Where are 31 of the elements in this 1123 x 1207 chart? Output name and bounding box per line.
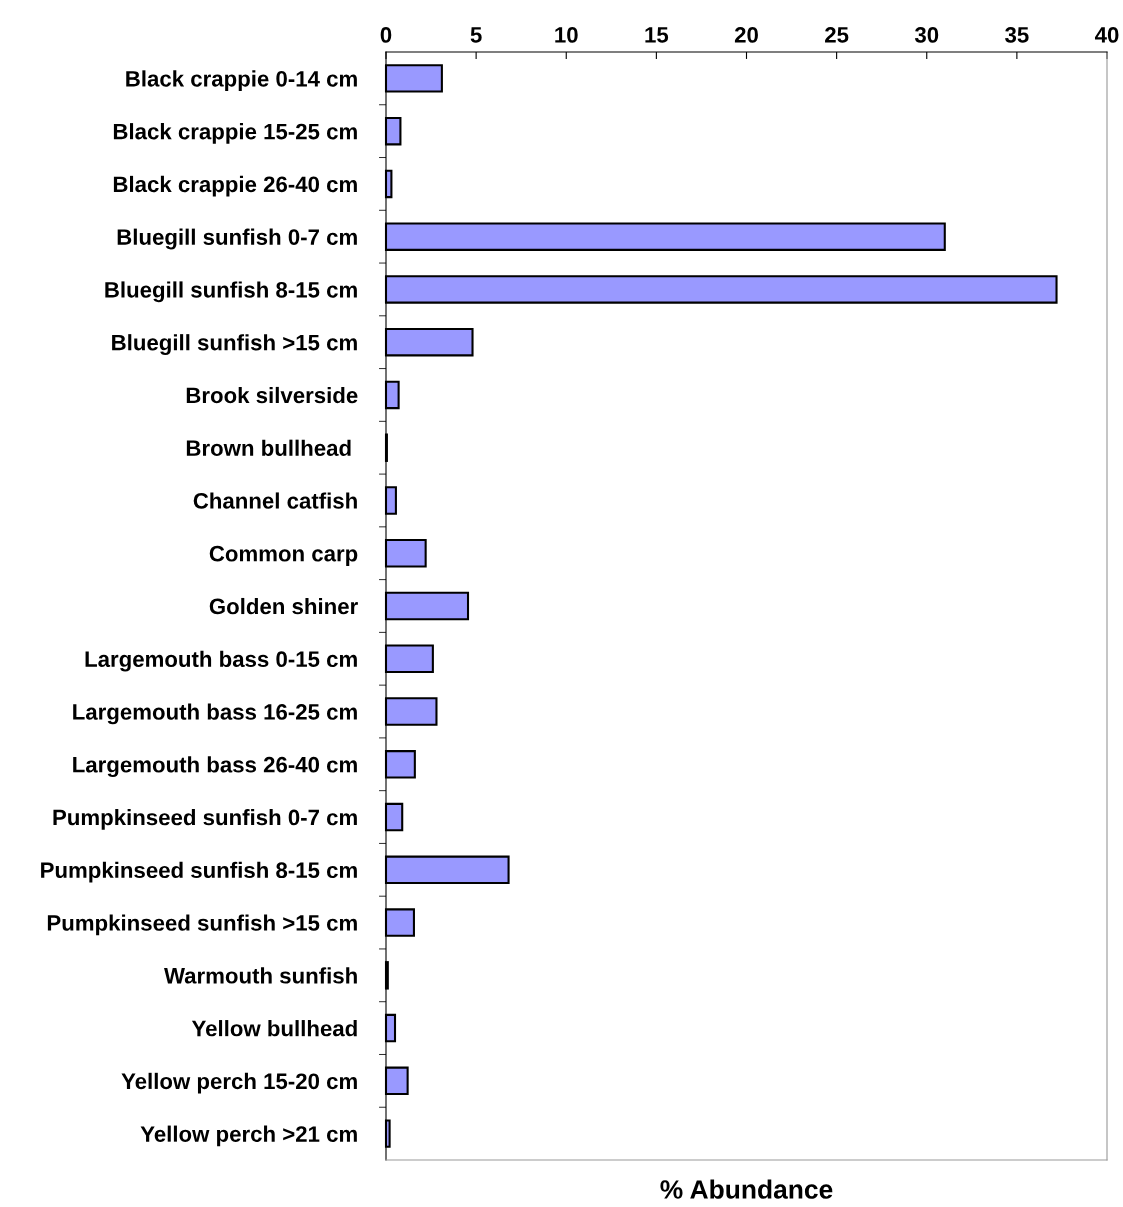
x-tick-label: 35 — [1005, 27, 1029, 43]
y-tick-label: Black crappie 15-25 cm — [113, 123, 357, 144]
y-tick-label: Common carp — [209, 545, 358, 566]
y-tick-label: Largemouth bass 0-15 cm — [85, 650, 357, 672]
y-tick-label: Largemouth bass 26-40 cm — [73, 756, 357, 778]
y-tick-label: Brook silverside — [186, 386, 358, 404]
y-tick-label: Black crappie 0-14 cm — [126, 70, 357, 92]
y-tick-label: Brown bullhead — [186, 439, 351, 456]
x-tick-label: 30 — [914, 27, 939, 43]
y-tick-label: Pumpkinseed sunfish >15 cm — [47, 914, 357, 936]
x-tick-label: 20 — [734, 27, 758, 43]
x-tick-label: 25 — [825, 27, 849, 43]
y-tick-label: Pumpkinseed sunfish 0-7 cm — [53, 809, 357, 830]
y-tick-label: Yellow perch >21 cm — [140, 1125, 357, 1147]
y-tick-label: Black crappie 26-40 cm — [113, 175, 357, 197]
x-axis-title: % Abundance — [660, 1179, 833, 1199]
y-tick-label: Bluegill sunfish 8-15 cm — [105, 281, 357, 303]
x-tick-label: 5 — [470, 27, 482, 43]
y-tick-label: Yellow perch 15-20 cm — [121, 1072, 357, 1094]
y-tick-label: Bluegill sunfish 0-7 cm — [117, 228, 357, 250]
x-tick-label: 10 — [555, 27, 578, 43]
x-tick-label: 0 — [380, 27, 392, 43]
y-tick-label: Yellow bullhead — [191, 1020, 357, 1037]
y-tick-label: Channel catfish — [193, 492, 357, 509]
y-tick-label: Pumpkinseed sunfish 8-15 cm — [41, 861, 357, 883]
y-tick-label: Bluegill sunfish >15 cm — [112, 334, 357, 355]
y-tick-label: Golden shiner — [209, 597, 358, 615]
x-tick-label: 15 — [645, 27, 669, 43]
x-tick-label: 40 — [1094, 27, 1119, 43]
y-tick-label: Largemouth bass 16-25 cm — [73, 703, 357, 725]
y-tick-label: Warmouth sunfish — [164, 967, 357, 984]
